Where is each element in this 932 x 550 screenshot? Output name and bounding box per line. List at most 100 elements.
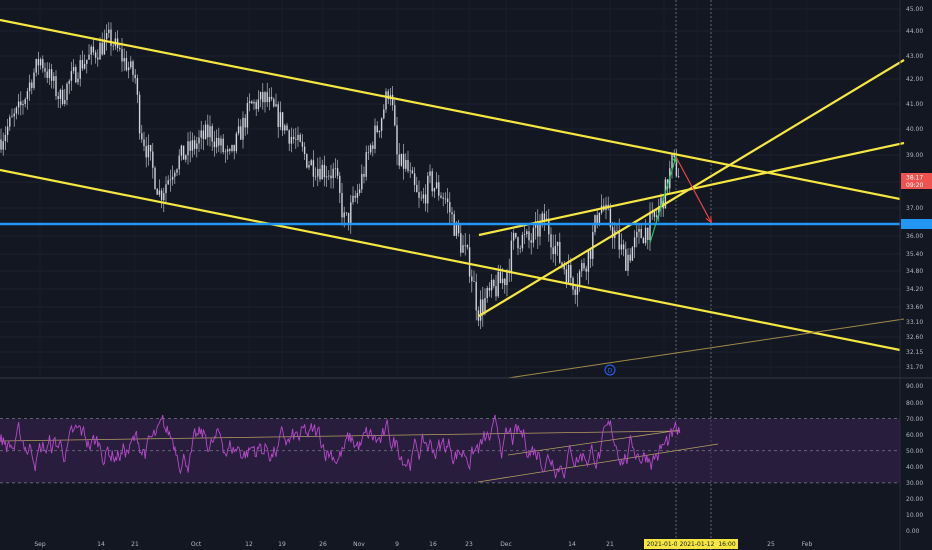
candle-body	[376, 125, 378, 133]
oscillator-trend-line[interactable]	[0, 430, 681, 442]
candle-body	[543, 213, 546, 222]
candle-body	[449, 202, 451, 213]
oscillator-series	[0, 414, 681, 479]
candle-body	[123, 58, 125, 62]
time-tick-label: 16	[429, 541, 437, 548]
candle-body	[627, 254, 629, 271]
candle-body	[391, 94, 394, 106]
candle-body	[299, 134, 301, 142]
price-tick-label: 32.60	[906, 334, 923, 341]
candle-body	[504, 278, 506, 286]
time-highlight-tag[interactable]	[677, 539, 717, 549]
time-tick-label: 23	[465, 541, 473, 548]
candle-body	[77, 78, 79, 83]
candle-body	[121, 49, 123, 62]
candle-body	[400, 153, 403, 166]
candle-body	[119, 47, 121, 50]
candle-body	[46, 71, 48, 78]
time-highlight-tag[interactable]	[716, 539, 738, 549]
candle-body	[466, 245, 469, 248]
candle-body	[26, 91, 29, 100]
candle-body	[132, 61, 134, 75]
candle-body	[402, 153, 405, 169]
candle-body	[314, 176, 317, 178]
candle-body	[365, 152, 367, 177]
candle-body	[537, 221, 539, 237]
candle-body	[171, 176, 174, 180]
trend-line[interactable]	[0, 168, 901, 352]
trend-line[interactable]	[0, 18, 901, 201]
candle-body	[270, 96, 273, 100]
oscillator-tick-label: 30.00	[906, 480, 923, 487]
candle-body	[374, 125, 376, 149]
candle-body	[552, 247, 554, 255]
candle-body	[611, 227, 614, 239]
time-highlight-tag[interactable]	[644, 539, 684, 549]
oscillator-trend-line[interactable]	[477, 443, 719, 483]
candle-body	[130, 61, 132, 68]
oscillator-tick-label: 10.00	[906, 512, 923, 519]
candle-body	[367, 152, 370, 153]
trend-line[interactable]	[478, 141, 905, 237]
candle-body	[37, 59, 40, 66]
candle-body	[387, 91, 389, 100]
price-tick-label: 31.70	[906, 364, 923, 371]
candle-body	[479, 299, 482, 321]
candle-body	[273, 99, 275, 107]
dividend-badge[interactable]	[604, 364, 616, 376]
candle-body	[94, 52, 97, 58]
oscillator-axis[interactable]: 90.00 80.00 70.00 60.00 50.00 40.00 30.00 20.00…	[906, 383, 923, 535]
candle-body	[484, 298, 486, 314]
time-axis[interactable]: Sep 14 21 Oct 12 19 26 Nov 9 16 23 Dec 14 21 2021-01-0…	[34, 539, 813, 549]
candle-body	[174, 172, 176, 177]
candle-body	[517, 237, 519, 249]
candle-body	[231, 144, 233, 152]
horizontal-line-tag[interactable]	[901, 219, 932, 229]
candle-body	[336, 168, 339, 176]
candle-body	[11, 116, 13, 118]
candle-body	[312, 160, 315, 177]
drawings[interactable]: D	[0, 18, 905, 483]
candle-body	[567, 264, 570, 283]
candle-body	[477, 310, 480, 321]
oscillator-trend-line[interactable]	[507, 429, 681, 456]
candle-body	[189, 141, 191, 151]
trend-line-thin[interactable]	[507, 318, 905, 379]
candle-body	[211, 126, 213, 142]
candle-body	[521, 234, 524, 249]
candle-body	[411, 170, 414, 174]
candle-body	[429, 171, 431, 176]
last-price-tag[interactable]	[901, 173, 932, 189]
oscillator-tick-label: 60.00	[906, 432, 923, 439]
projection-arrow-up[interactable]	[649, 157, 676, 244]
candle-body	[548, 218, 550, 235]
candle-body	[323, 164, 326, 178]
candle-body	[20, 101, 22, 106]
candle-body	[396, 125, 398, 155]
time-tick-label: 25	[767, 541, 775, 548]
candle-body	[224, 151, 227, 153]
candle-body	[303, 146, 306, 155]
price-axis[interactable]: 45.0044.0043.0042.0041.0040.0039.0038.00…	[901, 6, 932, 371]
candle-body	[204, 124, 207, 139]
candle-body	[609, 208, 612, 228]
candle-body	[240, 126, 242, 140]
candle-body	[317, 168, 319, 177]
candle-body	[526, 231, 528, 235]
candle-body	[99, 42, 101, 60]
time-tick-label: 16:00	[718, 541, 735, 548]
candle-body	[644, 227, 647, 244]
candle-body	[105, 32, 108, 40]
candle-body	[295, 139, 297, 140]
candle-body	[347, 212, 350, 224]
candle-body	[246, 103, 249, 128]
candle-body	[292, 136, 295, 140]
candle-body	[319, 168, 321, 180]
candle-body	[422, 194, 425, 199]
candle-body	[42, 59, 44, 69]
candle-body	[662, 197, 664, 209]
candle-body	[253, 101, 255, 104]
projection-arrow-down[interactable]	[675, 156, 711, 222]
candle-body	[515, 232, 517, 238]
